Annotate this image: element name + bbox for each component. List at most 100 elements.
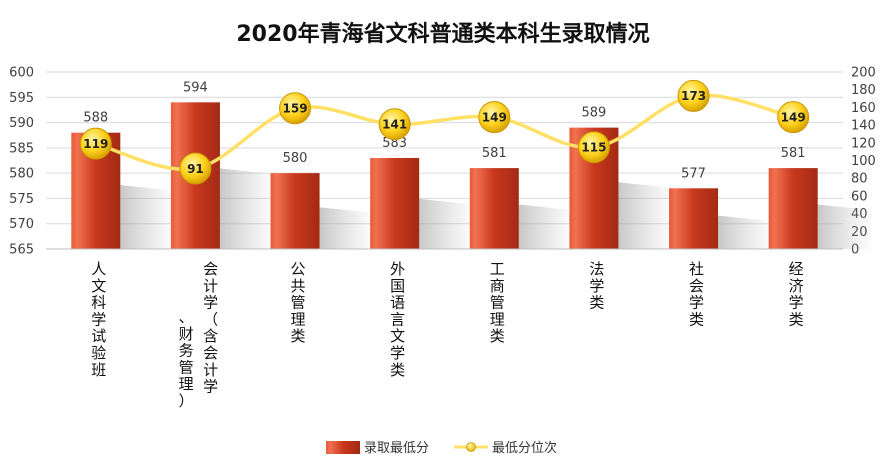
rank-marker [777,101,810,134]
bars [71,102,818,249]
category-label-char: 类 [291,327,306,345]
bar-shadow [419,198,478,249]
bar-shadow [817,204,876,249]
category-label-char: 类 [589,294,604,312]
bar-value-label: 594 [183,80,208,95]
bar-value-label: 583 [382,136,407,151]
category-label-char: 班 [91,361,106,379]
category-label-char: 学 [789,294,804,312]
legend-line-marker [466,442,476,452]
bar-shadow [618,182,677,249]
category-label-char: 含 [203,327,218,345]
rank-marker [79,127,112,160]
category-label-char: 类 [390,361,405,379]
category-label-char: 会 [203,344,218,362]
category-label-char: 验 [91,344,106,362]
right-tick-label: 140 [851,119,876,134]
rank-value-label: 149 [482,110,507,124]
category-label-char: 计 [203,277,218,295]
category-label-char: 商 [490,277,505,295]
category-label-char: 会 [203,260,218,278]
left-tick-label: 575 [9,192,34,207]
bar-value-label: 588 [83,111,108,126]
category-label-char: 管 [490,294,505,312]
rank-value-label: 141 [382,118,407,132]
bar-value-label: 581 [781,146,806,161]
rank-marker [577,131,610,164]
rank-value-label: 149 [781,110,806,124]
left-tick-label: 600 [9,66,34,81]
legend-bar-label: 录取最低分 [364,441,429,456]
bar-shadow [718,215,777,249]
right-tick-label: 120 [851,136,876,151]
category-label-char: 共 [291,277,306,295]
category-label-char: 学 [91,310,106,328]
right-tick-label: 0 [851,243,859,258]
category-label-char: 公 [291,260,306,278]
category-label-char: 济 [789,277,804,295]
bar-value-label: 580 [283,151,308,166]
bar-labels: 588 594 580 583 581 589 577 581 [83,80,805,181]
category-label-char: 理 [490,310,505,328]
rank-value-label: 91 [187,162,204,176]
bar [469,168,519,249]
category-label-char: 人 [91,260,106,278]
category-label-char: 言 [390,310,405,328]
legend-bar-swatch [326,441,360,454]
category-label-char: 学 [203,378,218,396]
right-tick-label: 60 [851,189,868,204]
category-label-char: 社 [689,260,704,278]
category-label-char: 语 [390,294,405,312]
rank-marker [478,101,511,134]
category-label-char: 计 [203,361,218,379]
right-tick-label: 160 [851,101,876,116]
category-label-char: 财 [179,325,194,343]
rank-marker [279,92,312,125]
right-tick-label: 200 [851,66,876,81]
left-tick-label: 580 [9,167,34,182]
bar-shadows [120,168,876,249]
rank-marker [677,79,710,112]
category-label-char: 国 [390,277,405,295]
category-label-char: 科 [91,294,106,312]
category-label-char: 学 [689,294,704,312]
category-label-char: 法 [589,260,604,278]
right-tick-label: 180 [851,83,876,98]
category-label-char: 经 [789,260,804,278]
bar [270,173,320,249]
bar-shadow [319,207,378,249]
rank-value-label: 115 [581,141,606,155]
category-label-char: 文 [390,327,405,345]
category-label: 法学类 [589,260,604,312]
rank-value-label: 173 [681,89,706,103]
right-tick-label: 100 [851,154,876,169]
rank-marker [179,152,212,185]
rank-markers: 119 91 159 141 149 115 173 149 [79,79,810,185]
bar-shadow [518,204,577,249]
category-label-char: 理 [179,375,194,393]
right-tick-label: 80 [851,172,868,187]
category-label-char: 文 [91,277,106,295]
bar-shadow [120,185,179,249]
bar [768,168,818,249]
category-label-char: （ [203,310,218,328]
legend-line-label: 最低分位次 [492,440,557,456]
bar [669,188,719,249]
left-tick-label: 585 [9,141,34,156]
category-label-char: 学 [390,344,405,362]
category-label-char: 理 [291,310,306,328]
category-labels: 人文科学试验班会计学（含会计学、财务管理）公共管理类外国语言文学类工商管理类法学… [91,260,803,410]
bar [370,157,420,249]
category-label-char: 管 [291,294,306,312]
left-axis-ticks: 565 570 575 580 585 590 595 600 [9,66,34,258]
left-tick-label: 595 [9,91,34,106]
bar-value-label: 581 [482,146,507,161]
left-tick-label: 570 [9,217,34,232]
